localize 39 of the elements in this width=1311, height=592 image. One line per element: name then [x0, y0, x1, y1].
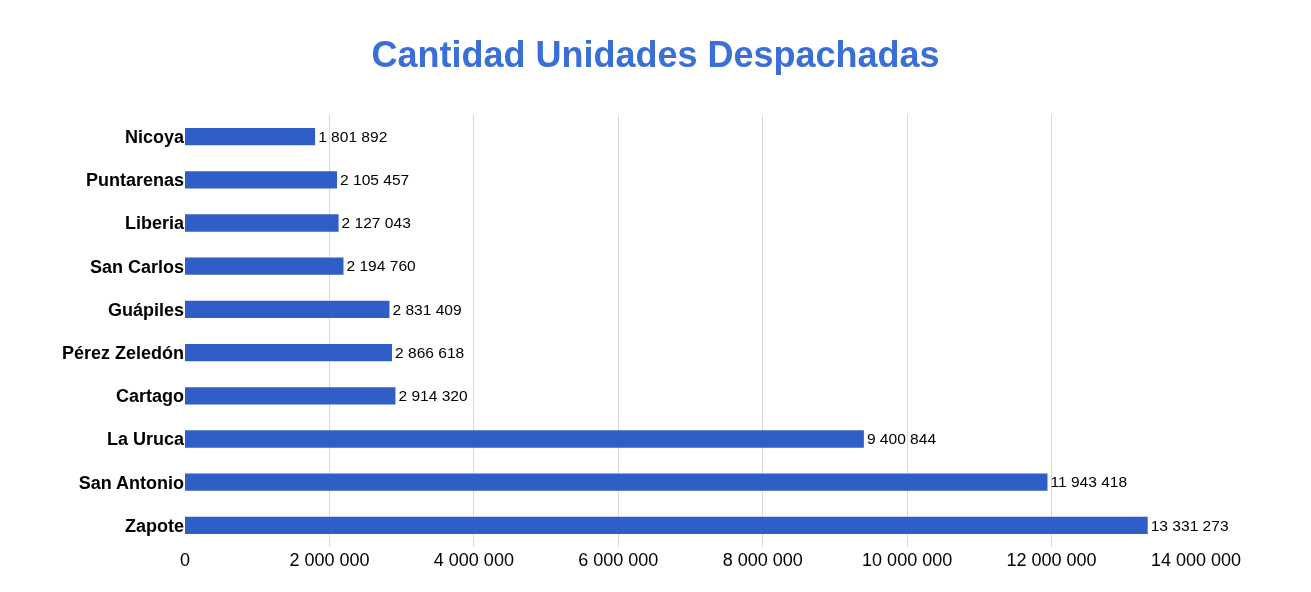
bar: [185, 171, 338, 189]
bar: [185, 127, 316, 146]
y-tick-label: Puntarenas: [85, 170, 184, 191]
y-tick-label: San Antonio: [78, 472, 184, 493]
bar: [185, 300, 390, 319]
x-tick-label: 4 000 000: [433, 550, 514, 570]
y-tick-label: Zapote: [124, 515, 184, 536]
x-tick-label: 2 000 000: [289, 550, 370, 570]
y-tick-label: Nicoya: [124, 126, 185, 147]
data-label: 13 331 273: [1150, 516, 1229, 534]
bar: [185, 516, 1148, 535]
x-tick-label: 0: [179, 550, 191, 570]
y-tick-label: Pérez Zeledón: [61, 342, 184, 363]
x-tick-label: 12 000 000: [1006, 550, 1097, 570]
data-label: 2 914 320: [398, 386, 468, 404]
data-label: 2 194 760: [346, 257, 417, 275]
bar: [185, 343, 393, 362]
data-label: 1 801 892: [318, 127, 388, 145]
x-tick-label: 8 000 000: [722, 550, 803, 570]
data-label: 11 943 418: [1050, 473, 1128, 491]
bar: [185, 257, 344, 275]
x-tick-label: 14 000 000: [1150, 550, 1242, 570]
y-tick-label: Guápiles: [107, 299, 184, 320]
data-label: 2 105 457: [340, 170, 410, 188]
y-tick-label: Liberia: [124, 213, 185, 234]
data-label: 2 127 043: [341, 214, 411, 232]
y-tick-label: La Uruca: [106, 429, 185, 450]
x-tick-label: 6 000 000: [578, 550, 659, 570]
y-tick-label: San Carlos: [89, 256, 184, 277]
chart-title: Cantidad Unidades Despachadas: [371, 33, 940, 75]
x-tick-label: 10 000 000: [862, 550, 953, 570]
data-label: 2 831 409: [392, 300, 462, 318]
bar: [185, 430, 864, 448]
y-tick-label: Cartago: [115, 386, 184, 407]
data-label: 2 866 618: [395, 343, 465, 361]
data-label: 9 400 844: [866, 430, 937, 448]
bar: [185, 387, 396, 405]
bar: [185, 473, 1048, 491]
bar: [185, 214, 339, 232]
